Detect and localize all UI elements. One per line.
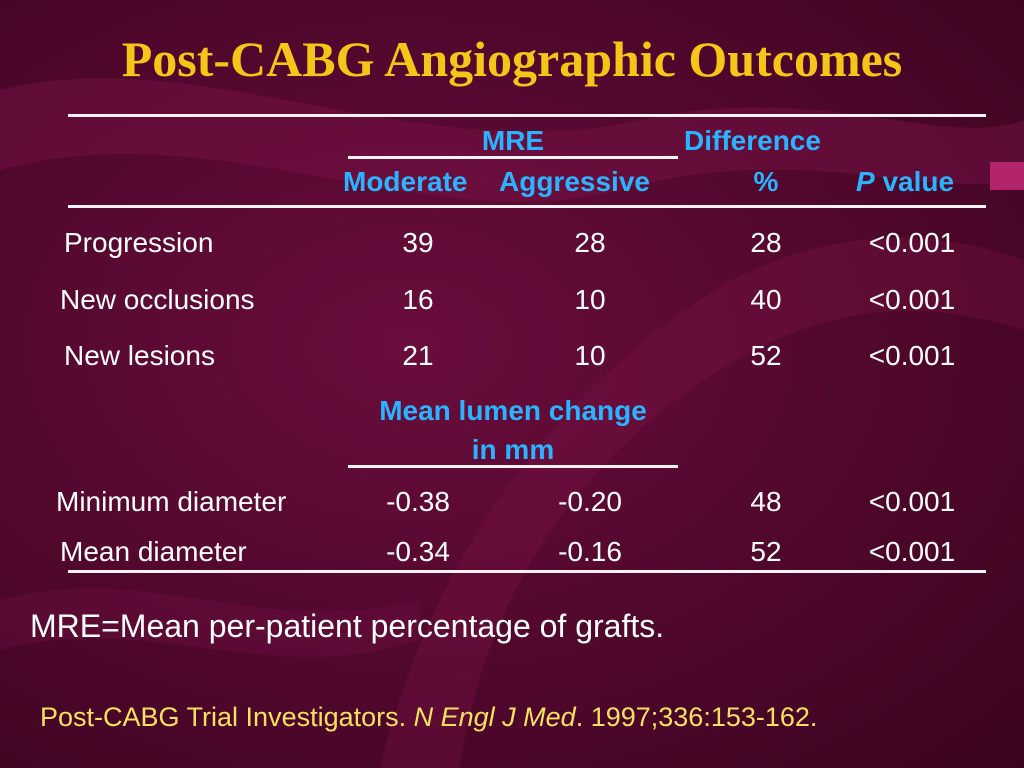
aggressive-value: -0.20 <box>558 486 622 517</box>
mre-underline <box>348 156 678 159</box>
percent-header: % <box>753 166 779 197</box>
slide-title: Post-CABG Angiographic Outcomes <box>121 31 903 87</box>
citation-details: . 1997;336:153-162. <box>575 702 818 732</box>
aggressive-value: 10 <box>574 340 606 371</box>
difference-value: 40 <box>750 284 782 315</box>
aggressive-value: 10 <box>574 284 606 315</box>
difference-header: Difference <box>684 125 821 156</box>
moderate-value: 21 <box>402 340 434 371</box>
moderate-value: 39 <box>402 227 434 258</box>
difference-value: 52 <box>750 536 782 567</box>
moderate-header: Moderate <box>343 166 468 197</box>
mean-lumen-header-line1: Mean lumen change <box>379 395 647 426</box>
p-value: <0.001 <box>868 227 956 258</box>
p-value-header: P value <box>856 168 954 196</box>
p-value-label: value <box>882 166 955 197</box>
aggressive-header: Aggressive <box>499 166 650 197</box>
moderate-value: -0.38 <box>386 486 450 517</box>
difference-value: 52 <box>750 340 782 371</box>
row-label: Minimum diameter <box>56 486 287 517</box>
citation-authors: Post-CABG Trial Investigators. <box>40 702 414 732</box>
moderate-value: 16 <box>402 284 434 315</box>
row-label: Progression <box>64 227 214 258</box>
difference-value: 48 <box>750 486 782 517</box>
row-label: New lesions <box>64 340 215 371</box>
aggressive-value: -0.16 <box>558 536 622 567</box>
header-bottom-rule <box>68 205 986 208</box>
citation-journal: N Engl J Med <box>413 702 576 732</box>
p-value: <0.001 <box>868 284 956 315</box>
mean-lumen-header-line2: in mm <box>471 434 555 465</box>
moderate-value: -0.34 <box>386 536 450 567</box>
p-italic: P <box>856 166 875 197</box>
table-top-rule <box>68 114 986 117</box>
decorative-tab <box>990 162 1024 190</box>
p-value: <0.001 <box>868 340 956 371</box>
row-label: New occlusions <box>60 284 255 315</box>
table-bottom-rule <box>68 570 986 573</box>
mre-header: MRE <box>481 125 545 156</box>
mean-lumen-underline <box>348 465 678 468</box>
mre-footnote: MRE=Mean per-patient percentage of graft… <box>30 608 665 644</box>
row-label: Mean diameter <box>60 536 247 567</box>
citation: Post-CABG Trial Investigators. N Engl J … <box>40 702 817 733</box>
p-value: <0.001 <box>868 536 956 567</box>
difference-value: 28 <box>750 227 782 258</box>
aggressive-value: 28 <box>574 227 606 258</box>
p-value: <0.001 <box>868 486 956 517</box>
